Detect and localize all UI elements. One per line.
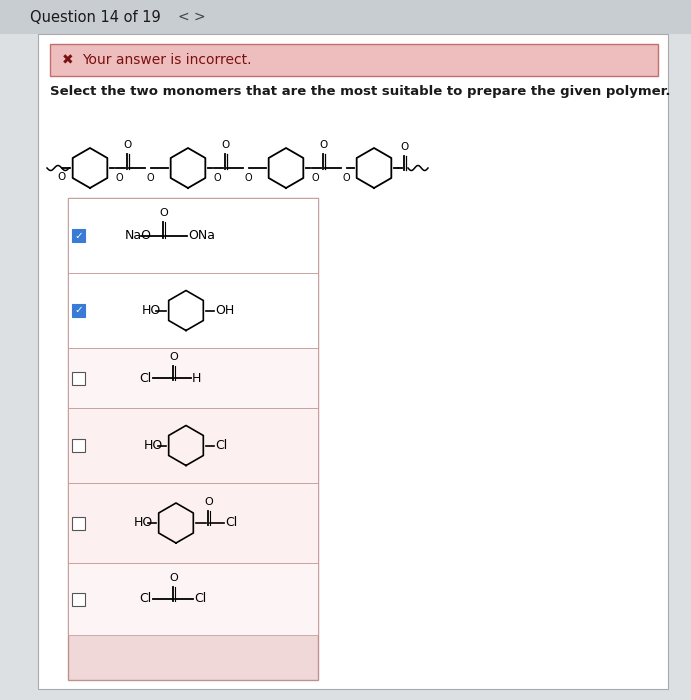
Text: O: O xyxy=(115,173,123,183)
Text: O: O xyxy=(214,173,221,183)
Text: Cl: Cl xyxy=(139,372,151,384)
Bar xyxy=(72,592,85,606)
Text: O: O xyxy=(222,140,230,150)
Bar xyxy=(68,273,318,348)
Text: HO: HO xyxy=(142,304,161,317)
Text: Cl: Cl xyxy=(215,439,227,452)
Text: HO: HO xyxy=(134,517,153,529)
Text: OH: OH xyxy=(215,304,234,317)
Bar xyxy=(68,563,318,635)
Text: O: O xyxy=(311,173,319,183)
Bar xyxy=(72,372,85,384)
Text: O: O xyxy=(169,352,178,362)
Text: <: < xyxy=(178,10,189,24)
Text: O: O xyxy=(58,172,66,182)
Text: H: H xyxy=(192,372,201,384)
Bar xyxy=(72,304,85,317)
Text: O: O xyxy=(401,142,409,152)
Bar xyxy=(68,483,318,563)
Bar xyxy=(72,517,85,529)
Text: Cl: Cl xyxy=(225,517,237,529)
Text: O: O xyxy=(169,573,178,583)
Text: ✓: ✓ xyxy=(74,230,83,241)
Text: O: O xyxy=(320,140,328,150)
Text: O: O xyxy=(244,173,252,183)
Text: Select the two monomers that are the most suitable to prepare the given polymer.: Select the two monomers that are the mos… xyxy=(50,85,670,99)
Text: ONa: ONa xyxy=(188,229,215,242)
Text: Cl: Cl xyxy=(139,592,151,606)
Bar xyxy=(68,198,318,680)
Bar xyxy=(68,348,318,408)
Bar xyxy=(50,44,658,76)
Text: ✓: ✓ xyxy=(74,305,83,316)
Text: O: O xyxy=(124,140,132,150)
Text: O: O xyxy=(342,173,350,183)
Text: O: O xyxy=(160,207,169,218)
Text: O: O xyxy=(205,497,214,507)
Bar xyxy=(68,408,318,483)
Text: HO: HO xyxy=(144,439,163,452)
Text: Question 14 of 19: Question 14 of 19 xyxy=(30,10,161,25)
Text: ✖: ✖ xyxy=(62,53,74,67)
Text: >: > xyxy=(194,10,206,24)
Text: Cl: Cl xyxy=(194,592,206,606)
Text: NaO: NaO xyxy=(125,229,152,242)
Bar xyxy=(68,198,318,273)
Bar xyxy=(72,439,85,452)
Text: O: O xyxy=(146,173,154,183)
Text: Your answer is incorrect.: Your answer is incorrect. xyxy=(82,53,252,67)
Bar xyxy=(72,229,85,242)
Bar xyxy=(0,0,691,34)
